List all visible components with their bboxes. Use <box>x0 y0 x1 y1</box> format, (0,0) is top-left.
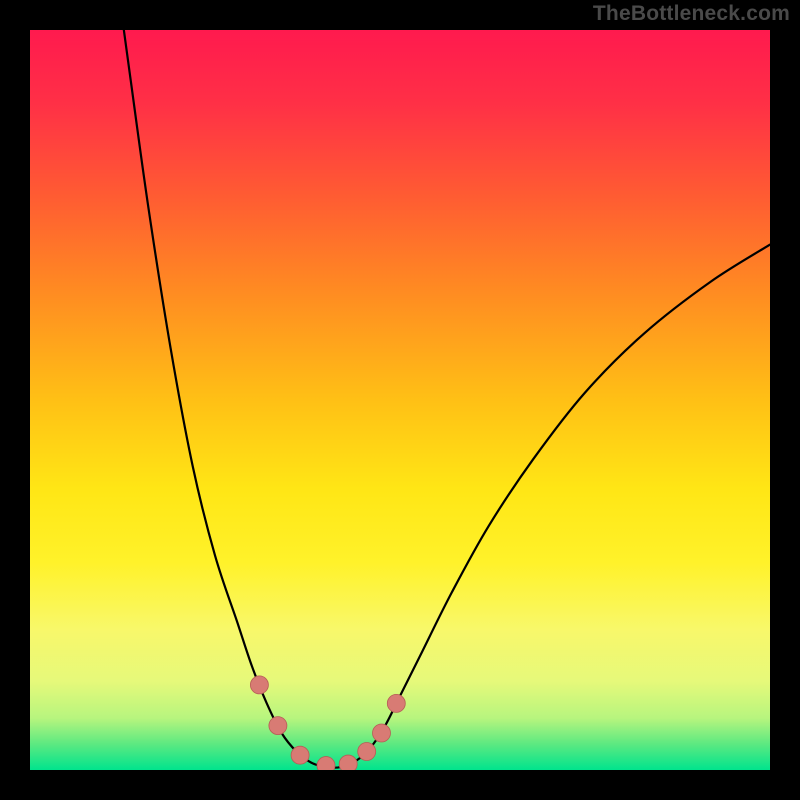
curve-marker <box>250 676 268 694</box>
curve-marker <box>373 724 391 742</box>
watermark-text: TheBottleneck.com <box>593 2 790 26</box>
plot-background <box>30 30 770 770</box>
chart-container: TheBottleneck.com <box>0 0 800 800</box>
curve-marker <box>358 743 376 761</box>
curve-marker <box>291 746 309 764</box>
curve-marker <box>387 694 405 712</box>
bottleneck-chart <box>0 0 800 800</box>
curve-marker <box>269 717 287 735</box>
